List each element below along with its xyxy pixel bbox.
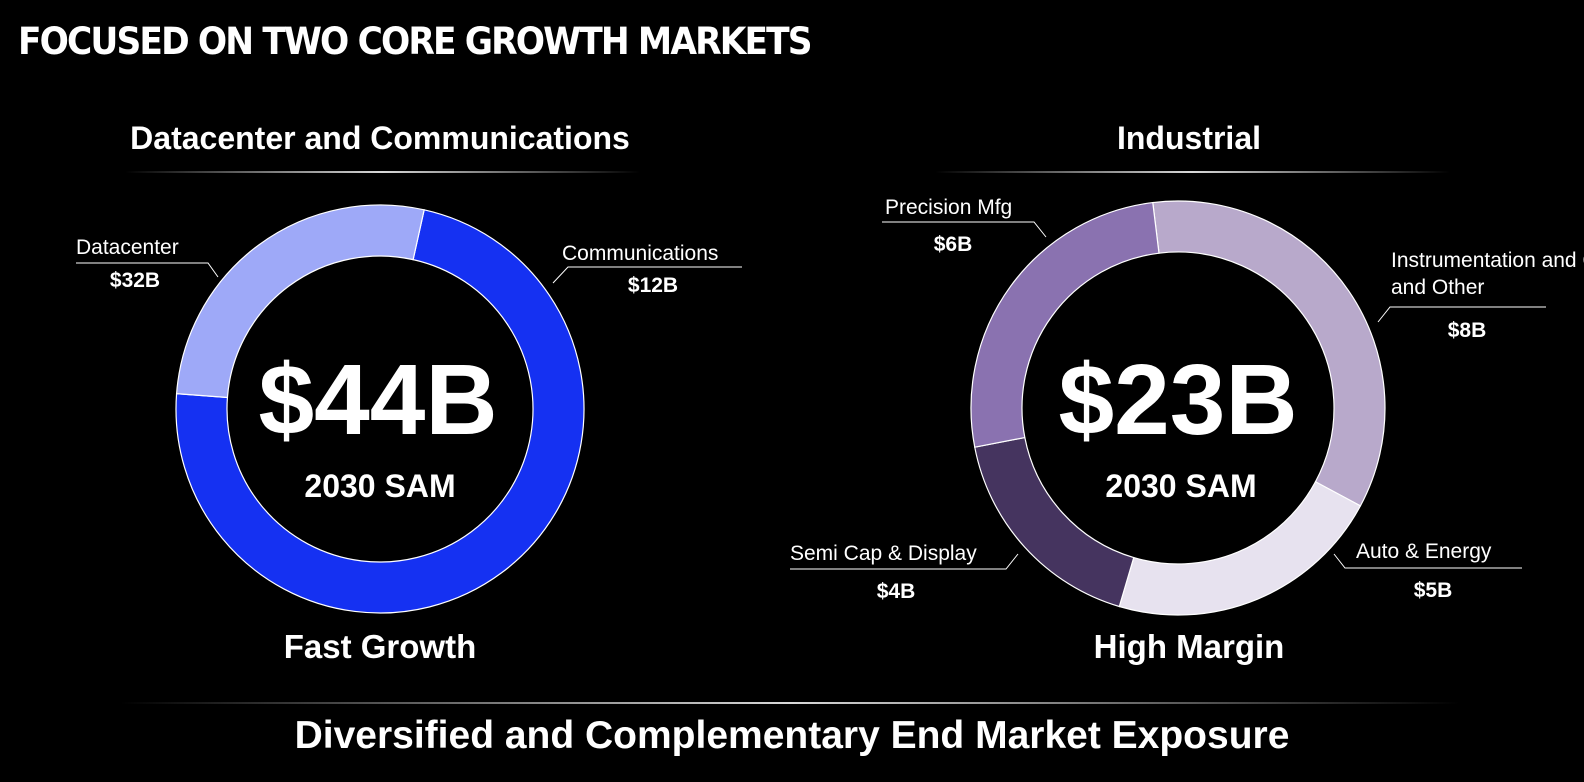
semi-cap-label: Semi Cap & Display xyxy=(790,542,977,565)
instrumentation-value: $8B xyxy=(1448,319,1487,342)
instrumentation-label-line2: and Other xyxy=(1391,276,1484,299)
datacenter-caption: Fast Growth xyxy=(283,628,477,665)
instrumentation-leader-line xyxy=(1377,306,1546,323)
industrial-donut-chart xyxy=(970,200,1386,616)
semi-cap-display-slice xyxy=(974,436,1135,608)
footer-title: Diversified and Complementary End Market… xyxy=(294,714,1290,757)
auto-energy-label: Auto & Energy xyxy=(1356,540,1492,563)
datacenter-title-rule xyxy=(125,171,640,173)
datacenter-slice-label: Datacenter $32B xyxy=(76,236,219,292)
semi-cap-slice-label: Semi Cap & Display $4B xyxy=(790,542,1019,603)
precision-mfg-slice xyxy=(970,201,1160,448)
auto-energy-leader-line xyxy=(1333,553,1522,569)
datacenter-leader-line xyxy=(76,262,219,278)
industrial-caption: High Margin xyxy=(1093,628,1285,665)
communications-slice-label: Communications $12B xyxy=(552,242,742,297)
page-title: FOCUSED ON TWO CORE GROWTH MARKETS xyxy=(18,20,813,63)
industrial-total-value: $23B xyxy=(1058,344,1298,456)
precision-mfg-leader-line xyxy=(882,221,1047,238)
datacenter-donut-chart xyxy=(175,204,585,614)
datacenter-section-title: Datacenter and Communications xyxy=(130,120,630,156)
datacenter-slice xyxy=(175,209,585,614)
semi-cap-leader-line xyxy=(790,553,1019,570)
industrial-section-title: Industrial xyxy=(1116,120,1261,156)
communications-label: Communications xyxy=(562,242,718,265)
precision-mfg-label: Precision Mfg xyxy=(885,196,1012,219)
industrial-sam-label: 2030 SAM xyxy=(1105,468,1257,504)
datacenter-value: $32B xyxy=(110,269,160,292)
datacenter-label: Datacenter xyxy=(76,236,179,259)
precision-mfg-value: $6B xyxy=(934,233,973,256)
footer-rule xyxy=(120,702,1460,704)
datacenter-sam-label: 2030 SAM xyxy=(304,468,456,504)
communications-value: $12B xyxy=(628,274,678,297)
datacenter-total-value: $44B xyxy=(258,344,498,456)
auto-energy-value: $5B xyxy=(1414,579,1453,602)
precision-mfg-slice-label: Precision Mfg $6B xyxy=(882,196,1047,256)
instrumentation-slice-label: Instrumentation and Other and Other $8B xyxy=(1377,249,1584,342)
semi-cap-value: $4B xyxy=(877,580,916,603)
communications-leader-line xyxy=(552,266,742,284)
communications-slice xyxy=(175,204,425,399)
auto-energy-slice-label: Auto & Energy $5B xyxy=(1333,540,1522,602)
instrumentation-and-other-slice xyxy=(1152,200,1386,507)
industrial-title-rule xyxy=(935,171,1450,173)
instrumentation-label: Instrumentation and Other xyxy=(1391,249,1584,272)
